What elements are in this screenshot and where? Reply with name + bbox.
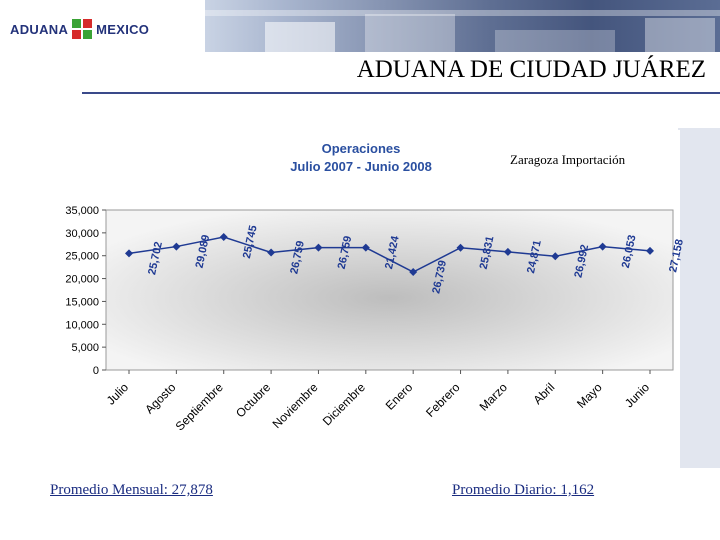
data-point [172,242,181,251]
y-tick-label: 15,000 [65,296,99,308]
x-tick-label: Marzo [477,380,511,414]
data-point [361,243,370,252]
x-tick-label: Mayo [574,380,605,411]
x-tick-label: Octubre [233,380,273,420]
y-tick-label: 35,000 [65,205,99,217]
header-divider [82,92,720,94]
data-point [456,243,465,252]
panel-edge [678,128,720,468]
header-banner: ADUANA MEXICO [0,0,720,56]
x-tick-label: Junio [622,380,652,410]
y-tick-label: 0 [93,365,99,377]
x-tick-label: Abril [531,380,558,407]
data-point [267,248,276,257]
x-tick-label: Agosto [142,380,179,417]
chart-subtitle: Julio 2007 - Junio 2008 [290,159,432,174]
x-tick-label: Septiembre [173,380,227,434]
x-tick-label: Diciembre [320,380,368,428]
daily-average: Promedio Diario: 1,162 [452,482,595,498]
chart-title: Operaciones [322,141,401,156]
page-title: ADUANA DE CIUDAD JUÁREZ [356,56,706,83]
data-point [551,252,560,261]
data-point [314,243,323,252]
data-point [125,249,133,258]
page-subtitle: Zaragoza Importación [510,152,626,167]
x-tick-label: Noviembre [270,380,321,431]
data-point [409,268,418,277]
plot-area [105,209,674,371]
y-tick-label: 25,000 [65,251,99,263]
series-line [128,236,651,273]
y-tick-label: 30,000 [65,228,99,240]
y-tick-label: 5,000 [71,342,99,354]
logo-text-aduana: ADUANA [10,21,69,37]
x-tick-label: Febrero [423,380,463,420]
data-point [219,233,228,242]
data-point [503,247,512,256]
monthly-average: Promedio Mensual: 27,878 [50,482,213,498]
data-point [646,246,654,255]
aduana-logo: ADUANA MEXICO [10,16,149,42]
logo-mark-icon [72,19,93,39]
y-tick-label: 10,000 [65,319,99,331]
x-tick-label: Julio [104,380,132,408]
y-tick-label: 20,000 [65,274,99,286]
logo-text-mexico: MEXICO [96,21,150,37]
x-tick-label: Enero [383,380,416,413]
data-point [598,242,607,251]
header-photo-collage [205,0,720,52]
